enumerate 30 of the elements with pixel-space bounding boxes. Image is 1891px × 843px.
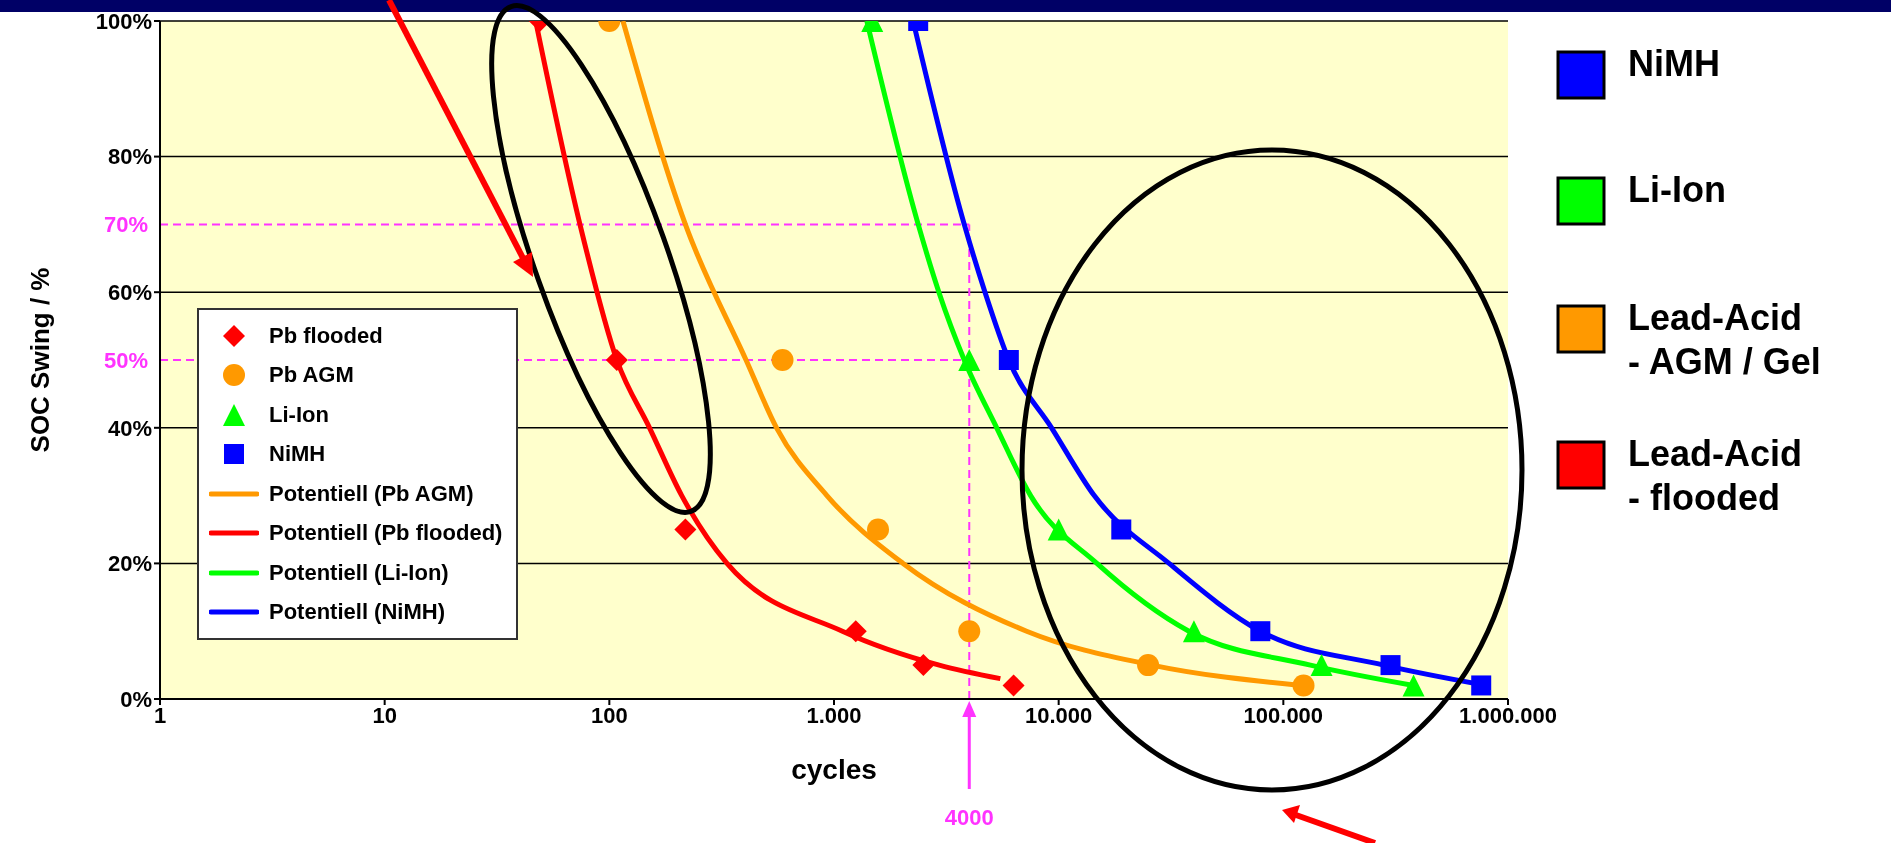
legend-label: Li-Ion [269, 401, 329, 428]
y-tick-label: 0% [120, 686, 152, 712]
text: NiMH [1628, 42, 1720, 86]
y-axis-title: SOC Swing / % [25, 267, 56, 453]
x-tick-label: 100 [590, 702, 628, 728]
legend-label: Potentiell (Pb AGM) [269, 480, 474, 507]
y-tick-label: 20% [107, 551, 152, 577]
text: Lead-Acid - flooded [1628, 432, 1803, 520]
legend-label: Pb AGM [269, 362, 354, 389]
legend-label: Potentiell (Pb flooded) [269, 520, 503, 547]
legend-label: Pb flooded [269, 322, 383, 349]
ref-line-label: 50% [103, 347, 148, 373]
legend-label: NiMH [269, 441, 326, 468]
x-tick-label: 100.000 [1243, 702, 1324, 728]
x-tick-label: 10.000 [1025, 702, 1093, 728]
x-tick-label: 1 [153, 702, 167, 728]
y-tick-label: 40% [107, 415, 152, 441]
ref-line-label: 70% [103, 212, 148, 238]
x-tick-label: 1.000 [806, 702, 862, 728]
text: Lead-Acid - AGM / Gel [1628, 296, 1821, 384]
legend-label: Potentiell (NiMH) [269, 599, 445, 626]
y-tick-label: 100% [95, 8, 152, 34]
x-tick-label: 10 [372, 702, 397, 728]
y-tick-label: 80% [107, 144, 152, 170]
ref-line-label: 4000 [944, 805, 994, 830]
legend-label: Potentiell (Li-Ion) [269, 559, 449, 586]
text: Li-Ion [1628, 168, 1726, 212]
x-axis-title: cycles [791, 754, 877, 785]
y-tick-label: 60% [107, 280, 152, 306]
x-tick-label: 1.000.000 [1459, 702, 1557, 728]
